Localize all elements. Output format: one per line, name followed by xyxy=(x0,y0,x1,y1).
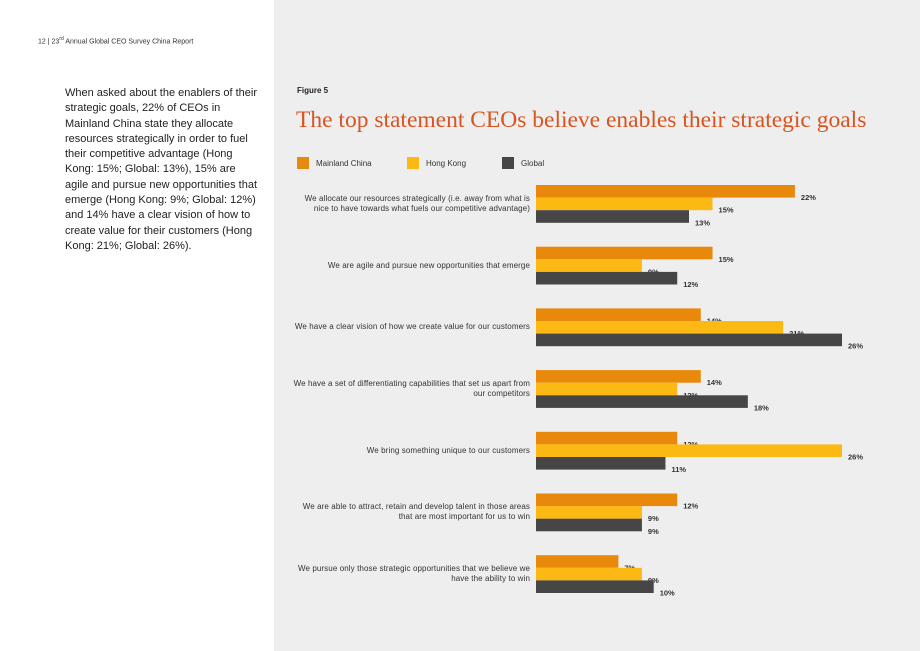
chart-legend: Mainland China Hong Kong Global xyxy=(0,157,920,171)
bar-global xyxy=(536,518,642,532)
category-label: We are agile and pursue new opportunitie… xyxy=(327,260,530,270)
data-label: 15% xyxy=(719,255,734,264)
bar-hong-kong xyxy=(536,506,642,519)
figure-label: Figure 5 xyxy=(297,86,329,95)
body-paragraph: When asked about the enablers of their s… xyxy=(65,87,258,252)
bar-mainland-china xyxy=(536,370,701,383)
bar-mainland-china xyxy=(536,185,795,198)
legend-label: Mainland China xyxy=(316,158,372,168)
data-label: 9% xyxy=(648,514,659,523)
data-label: 14% xyxy=(707,378,722,387)
category-label: We bring something unique to our custome… xyxy=(366,445,530,455)
legend-swatch xyxy=(502,157,514,169)
category-label: We are able to attract, retain and devel… xyxy=(302,502,530,522)
bar-global xyxy=(536,457,666,470)
bar-hong-kong xyxy=(536,567,642,581)
bar-hong-kong xyxy=(536,197,713,211)
bar-global xyxy=(536,580,654,593)
report-ordinal: 23 xyxy=(51,38,60,46)
data-label: 18% xyxy=(754,403,769,412)
report-title: Annual Global CEO Survey China Report xyxy=(65,38,194,46)
bar-hong-kong xyxy=(536,259,642,272)
report-ordinal-suffix: rd xyxy=(59,36,64,42)
page-number: 12 xyxy=(38,38,46,46)
data-label: 10% xyxy=(660,589,675,598)
data-label: 26% xyxy=(848,342,863,351)
data-label: 12% xyxy=(683,502,698,511)
bar-mainland-china xyxy=(536,555,619,568)
bar-global xyxy=(536,395,748,408)
header-separator: | xyxy=(47,38,50,46)
page-header: 12 | 23rd Annual Global CEO Survey China… xyxy=(38,36,193,45)
bar-mainland-china xyxy=(536,308,701,321)
data-label: 26% xyxy=(848,453,863,462)
bar-hong-kong xyxy=(536,444,842,457)
legend-item-global: Global xyxy=(502,157,544,169)
data-label: 15% xyxy=(719,206,734,215)
category-label: We have a clear vision of how we create … xyxy=(294,322,530,332)
category-label: We have a set of differentiating capabil… xyxy=(293,379,530,398)
legend-label: Global xyxy=(521,158,545,168)
bar-hong-kong xyxy=(536,321,784,334)
data-label: 12% xyxy=(683,280,698,289)
bar-mainland-china xyxy=(536,431,678,445)
bar-global xyxy=(536,210,689,223)
category-label: We allocate our resources strategically … xyxy=(304,193,530,213)
bar-global xyxy=(536,271,678,285)
legend-swatch xyxy=(297,157,309,169)
legend-label: Hong Kong xyxy=(426,158,467,168)
bar-global xyxy=(536,333,842,347)
data-label: 13% xyxy=(695,218,710,227)
data-label: 9% xyxy=(648,527,659,536)
chart-title: The top statement CEOs believe enables t… xyxy=(296,107,867,133)
bar-mainland-china xyxy=(536,246,713,260)
category-label: We pursue only those strategic opportuni… xyxy=(297,564,530,584)
legend-item-mainland-china: Mainland China xyxy=(297,157,372,169)
data-label: 22% xyxy=(801,193,816,202)
bar-hong-kong xyxy=(536,382,678,396)
data-label: 11% xyxy=(671,465,686,474)
bar-mainland-china xyxy=(536,493,678,507)
legend-item-hong-kong: Hong Kong xyxy=(407,157,466,169)
legend-swatch xyxy=(407,157,419,169)
